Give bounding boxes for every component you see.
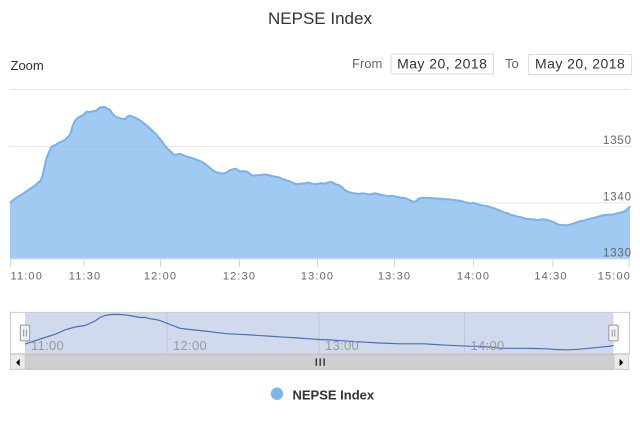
svg-text:To: To — [505, 56, 519, 71]
svg-text:13:30: 13:30 — [378, 271, 411, 283]
svg-text:1330: 1330 — [603, 248, 632, 260]
svg-text:11:30: 11:30 — [69, 271, 101, 283]
svg-text:13:00: 13:00 — [301, 271, 334, 283]
svg-text:15:00: 15:00 — [598, 271, 631, 283]
svg-text:12:00: 12:00 — [173, 338, 207, 353]
svg-text:13:00: 13:00 — [325, 338, 359, 353]
svg-text:1350: 1350 — [603, 135, 632, 147]
svg-text:12:00: 12:00 — [144, 271, 177, 283]
svg-text:May 20, 2018: May 20, 2018 — [535, 56, 625, 72]
svg-text:11:00: 11:00 — [31, 338, 64, 353]
svg-text:From: From — [352, 56, 382, 71]
svg-text:12:30: 12:30 — [223, 271, 256, 283]
svg-text:NEPSE Index: NEPSE Index — [268, 9, 372, 28]
svg-text:Zoom: Zoom — [11, 58, 44, 73]
svg-text:11:00: 11:00 — [11, 271, 43, 283]
svg-text:14:30: 14:30 — [534, 271, 567, 283]
svg-text:NEPSE Index: NEPSE Index — [293, 387, 375, 402]
svg-text:May 20, 2018: May 20, 2018 — [397, 56, 487, 72]
svg-text:1340: 1340 — [603, 191, 632, 203]
svg-text:14:00: 14:00 — [471, 338, 505, 353]
svg-text:14:00: 14:00 — [457, 271, 490, 283]
